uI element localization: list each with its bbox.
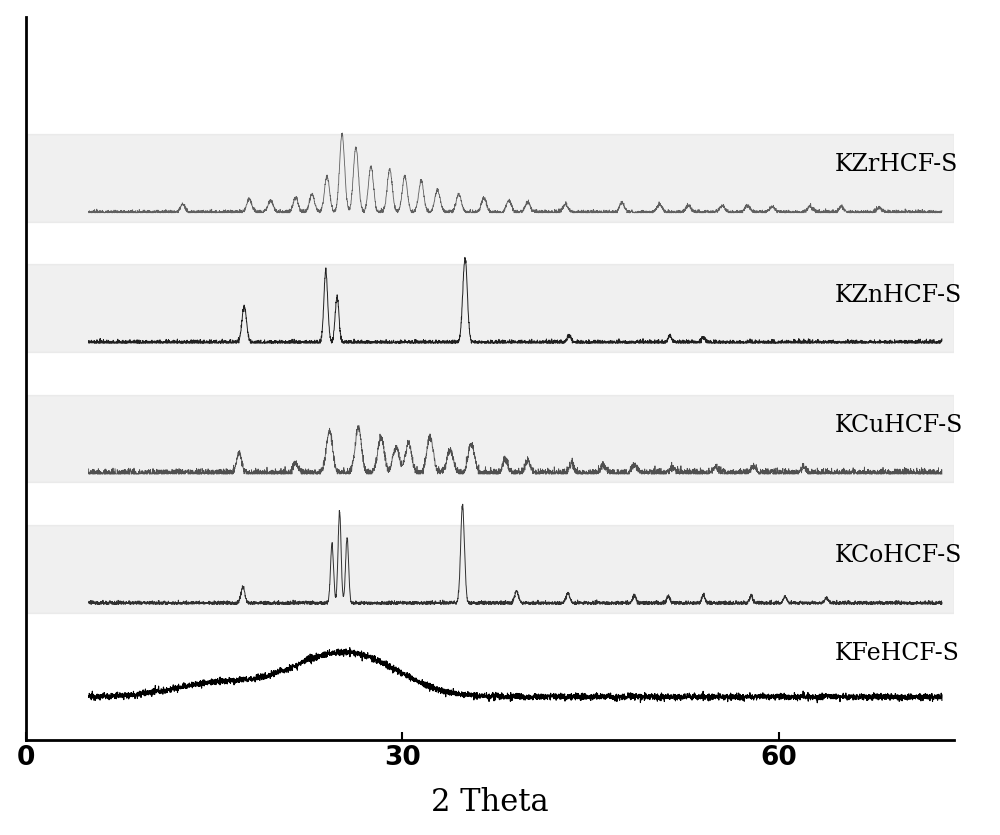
Text: KCuHCF-S: KCuHCF-S <box>835 414 964 437</box>
X-axis label: 2 Theta: 2 Theta <box>431 787 549 818</box>
Bar <box>26 394 954 483</box>
Bar <box>26 525 954 613</box>
Bar <box>26 264 954 352</box>
Text: KCoHCF-S: KCoHCF-S <box>835 544 963 567</box>
Text: KZnHCF-S: KZnHCF-S <box>835 284 962 306</box>
Text: KZrHCF-S: KZrHCF-S <box>835 154 959 176</box>
Text: KFeHCF-S: KFeHCF-S <box>835 642 960 665</box>
Bar <box>26 134 954 222</box>
